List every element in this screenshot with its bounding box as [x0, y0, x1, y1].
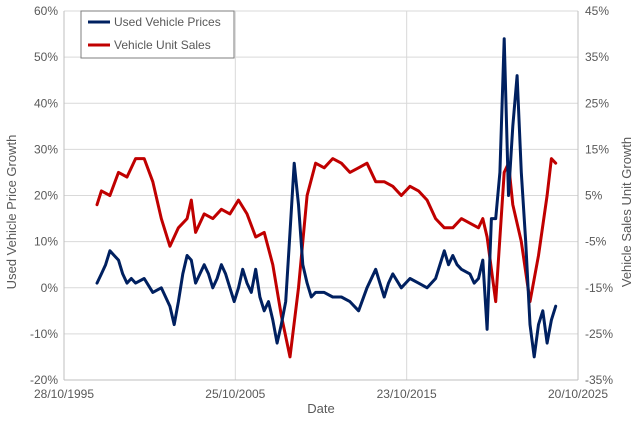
left-tick-label: 20%: [34, 189, 58, 203]
left-tick-label: -20%: [30, 373, 58, 387]
gridlines: [63, 10, 579, 381]
right-tick-label: 25%: [585, 96, 609, 110]
left-tick-label: -10%: [30, 327, 58, 341]
axes: [63, 11, 579, 381]
left-tick-label: 10%: [34, 235, 58, 249]
left-axis-ticks: -20% -10% 0% 10% 20% 30% 40% 50% 60%: [30, 4, 58, 387]
right-tick-label: 15%: [585, 142, 609, 156]
x-tick-label: 25/10/2005: [205, 387, 265, 401]
x-tick-label: 20/10/2025: [548, 387, 608, 401]
left-tick-label: 50%: [34, 50, 58, 64]
legend-box: [80, 10, 235, 59]
right-tick-label: 35%: [585, 50, 609, 64]
series-lines: [95, 37, 558, 359]
right-tick-label: -15%: [585, 281, 613, 295]
right-tick-label: 45%: [585, 4, 609, 18]
legend-label-prices: Used Vehicle Prices: [114, 15, 221, 29]
x-axis-title: Date: [307, 401, 334, 416]
right-tick-label: -25%: [585, 327, 613, 341]
left-tick-label: 30%: [34, 142, 58, 156]
right-axis-title: Vehicle Sales Unit Growth: [619, 137, 634, 287]
x-axis-ticks: 28/10/1995 25/10/2005 23/10/2015 20/10/2025: [34, 387, 608, 401]
x-tick-label: 23/10/2015: [377, 387, 437, 401]
legend: Used Vehicle Prices Vehicle Unit Sales: [80, 10, 235, 59]
right-tick-label: -35%: [585, 373, 613, 387]
series-line-used-vehicle-prices: [95, 37, 558, 359]
right-tick-label: -5%: [585, 235, 607, 249]
left-axis-title: Used Vehicle Price Growth: [4, 135, 19, 290]
right-tick-label: 5%: [585, 189, 603, 203]
x-tick-label: 28/10/1995: [34, 387, 94, 401]
left-tick-label: 60%: [34, 4, 58, 18]
left-tick-label: 40%: [34, 96, 58, 110]
legend-label-sales: Vehicle Unit Sales: [114, 38, 211, 52]
left-tick-label: 0%: [41, 281, 59, 295]
right-axis-ticks: -35% -25% -15% -5% 5% 15% 25% 35% 45%: [585, 4, 613, 387]
